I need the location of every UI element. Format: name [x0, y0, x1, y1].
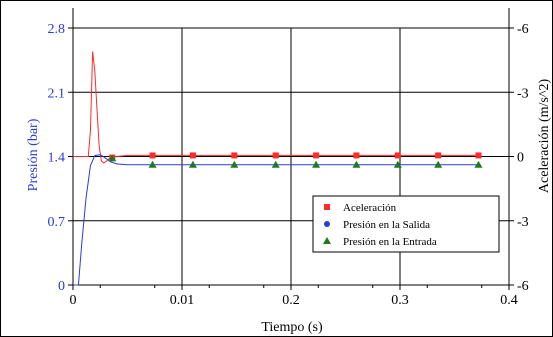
x-tick-label: 0.2: [282, 293, 300, 308]
marker-square: [149, 152, 156, 159]
y-right-tick-label: -3: [517, 86, 529, 101]
marker-triangle: [474, 160, 483, 168]
marker-square: [313, 152, 320, 159]
x-tick-label: 0.4: [500, 293, 518, 308]
marker-circle: [324, 221, 330, 227]
marker-square: [394, 152, 401, 159]
marker-triangle: [312, 160, 321, 168]
series-line: [73, 154, 479, 286]
marker-square: [231, 152, 238, 159]
y-left-tick-label: 0: [58, 279, 65, 294]
legend-label: Presión en la Entrada: [343, 236, 437, 248]
grid: [73, 27, 509, 285]
marker-square: [353, 152, 360, 159]
marker-square: [324, 204, 330, 210]
marker-triangle: [108, 154, 117, 162]
x-tick-label: 0.01: [170, 293, 195, 308]
marker-triangle: [230, 160, 239, 168]
marker-triangle: [352, 160, 361, 168]
x-axis-label: Tiempo (s): [261, 320, 323, 335]
legend-label: Aceleración: [343, 202, 397, 214]
marker-triangle: [323, 237, 331, 244]
y-left-tick-label: 2.1: [48, 86, 66, 101]
marker-triangle: [188, 160, 197, 168]
legend: Aceleración Presión en la Salida Presión e…: [312, 195, 500, 253]
legend-label: Presión en la Salida: [343, 219, 430, 231]
series-layer: [73, 51, 483, 286]
marker-square: [475, 152, 482, 159]
marker-triangle: [393, 160, 402, 168]
legend-box: [312, 195, 500, 253]
marker-square: [272, 152, 279, 159]
marker-triangle: [434, 160, 443, 168]
marker-square: [435, 152, 442, 159]
marker-triangle: [148, 160, 157, 168]
y-axis-label-left: Presión (bar): [26, 118, 41, 191]
y-axis-label-right: Aceleración (m/s^2): [537, 79, 552, 194]
y-left-tick-label: 1.4: [48, 151, 66, 166]
x-tick-label: 0.3: [391, 293, 409, 308]
marker-square: [189, 152, 196, 159]
y-right-tick-label: -6: [517, 279, 529, 294]
y-left-tick-label: 2.8: [48, 22, 66, 37]
y-left-tick-label: 0.7: [48, 215, 66, 230]
ticks: 0 0.01 0.2 0.3 0.4 0 0.7 1.4 2.1 2.8 -6 -3 0 -3 -6: [48, 22, 529, 308]
x-tick-label: 0: [70, 293, 77, 308]
y-right-tick-label: 0: [517, 151, 524, 166]
y-right-tick-label: -6: [517, 22, 529, 37]
marker-triangle: [271, 160, 280, 168]
y-right-tick-label: -3: [517, 215, 529, 230]
